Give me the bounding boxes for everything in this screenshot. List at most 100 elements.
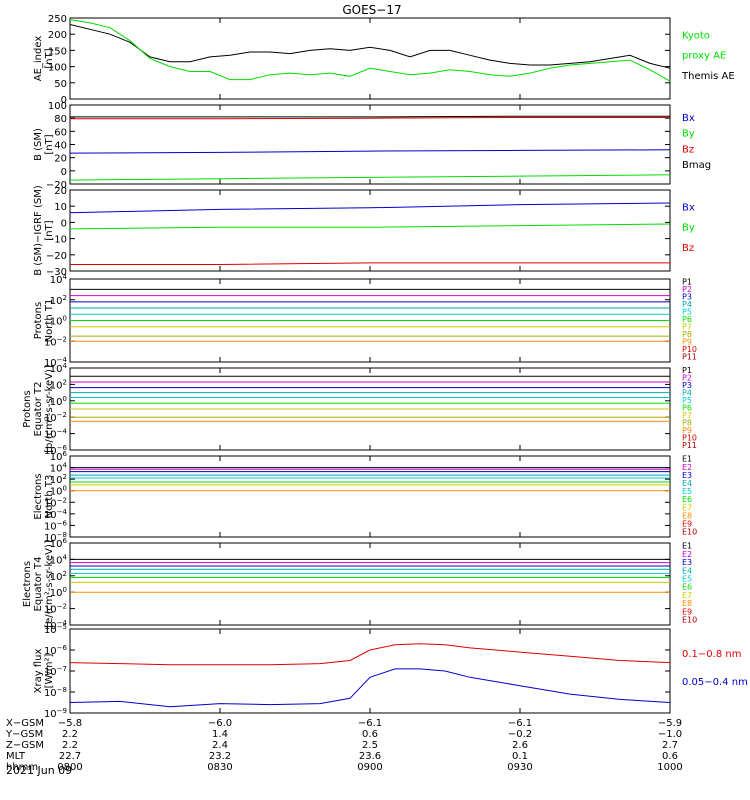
y-tick-label: 106 xyxy=(50,450,68,463)
y-tick-label: 104 xyxy=(50,553,68,566)
y-axis-label: [e/(cm²-s-sr-keV)] xyxy=(44,540,55,628)
x-axis-value: 22.7 xyxy=(59,751,81,762)
panel-ae: 250 200 150 100 50 0 AE_index [nT] Kyoto proxy AE… xyxy=(33,14,735,106)
y-tick-label: 10−4 xyxy=(44,428,68,441)
x-axis-value: 0.6 xyxy=(362,729,378,740)
series-line xyxy=(69,202,671,214)
x-axis-value: −1.0 xyxy=(658,729,682,740)
y-tick-label: −30 xyxy=(46,267,67,278)
panel-xray: 10−5 10−6 10−7 10−8 10−9 Xray flux [W/m²] 0.1−0… xyxy=(33,623,748,720)
legend-entry: Themis AE xyxy=(681,71,735,82)
y-tick-label: 102 xyxy=(50,570,67,583)
y-tick-label: 10−4 xyxy=(44,619,68,632)
legend-entry: P10 xyxy=(682,433,697,442)
y-axis-label: Protons xyxy=(33,302,44,339)
x-axis-value: −6.1 xyxy=(508,718,532,729)
legend-entry: E8 xyxy=(682,599,692,608)
legend-entry: P2 xyxy=(682,374,692,383)
y-tick-label: 104 xyxy=(50,362,68,375)
x-axis-value: 0.1 xyxy=(512,751,528,762)
series-line xyxy=(70,117,670,120)
legend-entry: P5 xyxy=(682,307,692,316)
x-axis-value: 0900 xyxy=(357,762,382,773)
legend-entry: E1 xyxy=(682,455,692,464)
y-axis-label: AE_index xyxy=(33,36,44,82)
legend-entry: 0.1−0.8 nm xyxy=(682,649,741,660)
x-axis-value: 1000 xyxy=(657,762,682,773)
legend-entry: E10 xyxy=(682,616,697,625)
legend-entry: By xyxy=(682,223,695,234)
panel-bsm: 100 80 60 40 20 0 −20 B (SM) [nT] Bx By Bz Bmag xyxy=(33,101,711,191)
panel-electrons_t4: 106 104 102 100 10−2 10−4 Electrons Equator T4[… xyxy=(22,537,697,632)
legend-entry: proxy AE xyxy=(682,51,726,62)
y-axis-label: North T3 xyxy=(44,475,55,519)
legend-entry: P8 xyxy=(682,418,692,427)
legend-entry: E4 xyxy=(682,479,692,488)
legend-entry: E2 xyxy=(682,550,692,559)
panel-frame xyxy=(69,628,671,714)
legend-entry: E10 xyxy=(682,528,697,537)
y-tick-label: 60 xyxy=(54,127,67,138)
y-tick-label: 20 xyxy=(54,186,67,197)
legend-entry: P5 xyxy=(682,396,692,405)
y-tick-label: 0 xyxy=(61,95,67,106)
x-axis-row-label: X−GSM xyxy=(6,718,44,729)
x-axis-value: 2.6 xyxy=(512,740,528,751)
y-axis-label: [nT] xyxy=(44,220,55,240)
x-axis-value: 0.6 xyxy=(662,751,678,762)
y-tick-label: 102 xyxy=(50,294,67,307)
legend-entry: E4 xyxy=(682,566,692,575)
legend-entry: E6 xyxy=(682,583,692,592)
y-tick-label: 10−4 xyxy=(44,508,68,521)
legend-entry: P7 xyxy=(682,323,692,332)
legend-entry: E3 xyxy=(682,471,692,480)
x-axis-value: 2.2 xyxy=(62,729,78,740)
legend-entry: E5 xyxy=(682,575,692,584)
y-axis-label: [nT] xyxy=(44,134,55,154)
plot-date: 2021 Jun 09 xyxy=(6,764,72,777)
y-axis-label: [W/m²] xyxy=(44,653,55,688)
legend-entry: P3 xyxy=(682,292,692,301)
y-tick-label: −20 xyxy=(46,180,67,191)
x-axis-value: 2.4 xyxy=(212,740,228,751)
series-line xyxy=(70,262,670,265)
y-tick-label: 10−2 xyxy=(44,411,67,424)
y-tick-label: 40 xyxy=(54,141,67,152)
y-tick-label: 10−8 xyxy=(44,686,67,699)
y-tick-label: 102 xyxy=(50,378,67,391)
legend-entry: E2 xyxy=(682,463,692,472)
y-tick-label: 150 xyxy=(48,46,67,57)
series-line xyxy=(69,668,671,708)
y-tick-label: 50 xyxy=(54,79,67,90)
y-tick-label: 102 xyxy=(50,473,67,486)
y-tick-label: 100 xyxy=(50,485,67,498)
legend-entry: P6 xyxy=(682,403,692,412)
y-tick-label: 10−6 xyxy=(44,444,68,457)
y-tick-label: 100 xyxy=(48,63,67,74)
y-tick-label: 100 xyxy=(48,101,67,112)
x-axis-value: 23.2 xyxy=(209,751,231,762)
x-axis-row-label: hhmm xyxy=(6,762,38,773)
y-tick-label: 0 xyxy=(61,218,67,229)
y-tick-label: 10−2 xyxy=(44,496,67,509)
legend-entry: P10 xyxy=(682,345,697,354)
legend-entry: Bz xyxy=(682,144,694,155)
legend-entry: P8 xyxy=(682,330,692,339)
y-tick-label: 106 xyxy=(50,537,68,550)
series-line xyxy=(69,643,671,666)
legend-entry: P11 xyxy=(682,353,697,362)
y-tick-label: 10−6 xyxy=(44,644,68,657)
legend-entry: E7 xyxy=(682,503,692,512)
x-axis-value: −6.1 xyxy=(358,718,382,729)
x-axis-value: 2.5 xyxy=(362,740,378,751)
series-line xyxy=(69,223,671,230)
x-axis-row-label: Y−GSM xyxy=(5,729,43,740)
y-tick-label: 10−6 xyxy=(44,519,68,532)
y-tick-label: 104 xyxy=(50,273,68,286)
series-line xyxy=(69,19,671,82)
legend-entry: P2 xyxy=(682,285,692,294)
y-tick-label: 10−2 xyxy=(44,603,67,616)
legend-entry: Bx xyxy=(682,202,695,213)
x-axis-row-label: MLT xyxy=(6,751,26,762)
x-axis-value: 0930 xyxy=(507,762,532,773)
